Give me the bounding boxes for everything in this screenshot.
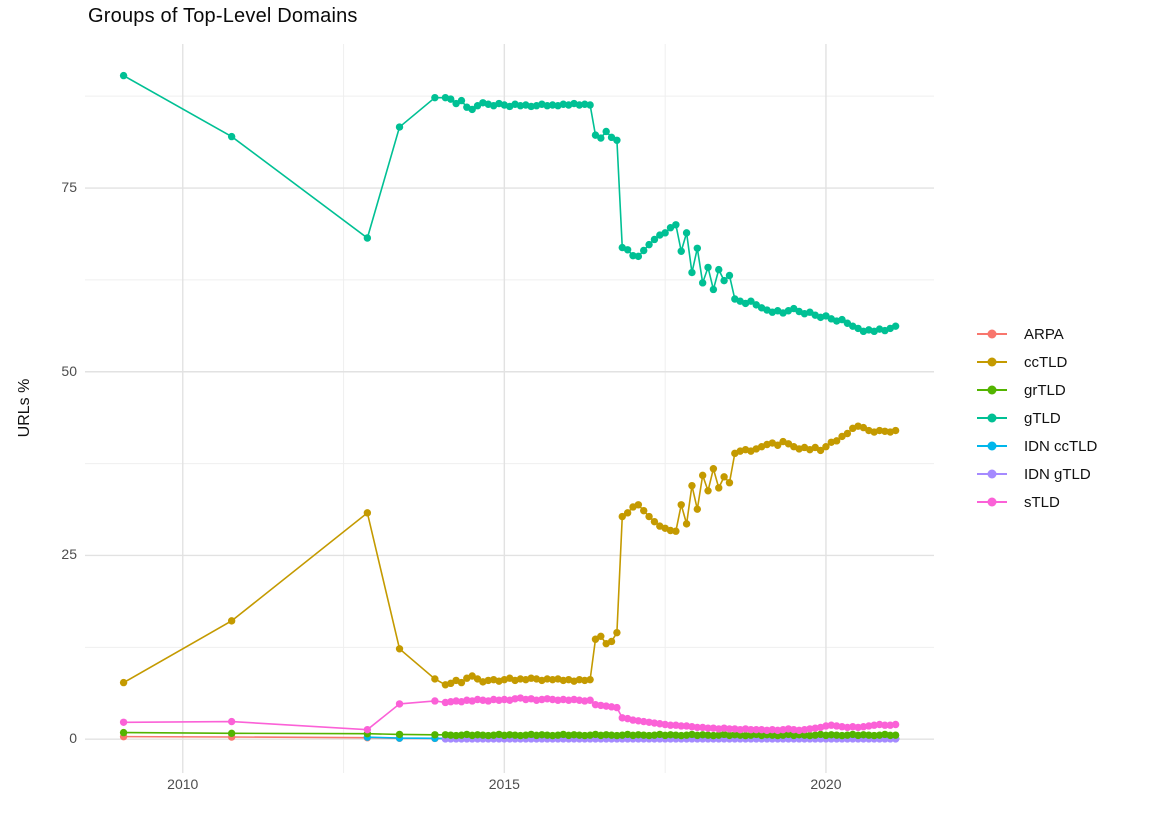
legend-key-icon	[977, 495, 1007, 509]
series-sTLD	[119, 694, 900, 735]
x-tick-label: 2020	[810, 776, 842, 792]
y-tick-label: 75	[61, 179, 77, 196]
legend-item-label: ccTLD	[1024, 353, 1068, 371]
plot-panel	[85, 44, 934, 773]
legend-item-IDN-ccTLD: IDN ccTLD	[977, 432, 1097, 460]
legend-item-IDN-gTLD: IDN gTLD	[977, 460, 1097, 488]
legend-item-label: IDN ccTLD	[1024, 437, 1098, 455]
legend-key-icon	[977, 467, 1007, 481]
legend-item-gTLD: gTLD	[977, 404, 1097, 432]
legend-key-icon	[977, 355, 1007, 369]
legend: ARPA ccTLD grTLD gTLD IDN ccTLD IDN gTLD sTLD	[977, 320, 1097, 516]
series-ccTLD	[119, 422, 900, 689]
legend-key-icon	[977, 383, 1007, 397]
legend-key-icon	[977, 327, 1007, 341]
y-tick-label: 0	[69, 730, 77, 747]
y-tick-label: 50	[61, 362, 77, 379]
legend-item-label: IDN gTLD	[1024, 465, 1091, 483]
x-tick-label: 2010	[167, 776, 199, 792]
legend-item-label: grTLD	[1024, 381, 1066, 399]
series-grTLD	[119, 728, 900, 740]
legend-item-ccTLD: ccTLD	[977, 348, 1097, 376]
legend-item-sTLD: sTLD	[977, 488, 1097, 516]
y-tick-label: 25	[61, 546, 77, 563]
legend-item-grTLD: grTLD	[977, 376, 1097, 404]
legend-item-label: sTLD	[1024, 493, 1060, 511]
legend-key-icon	[977, 439, 1007, 453]
legend-item-label: ARPA	[1024, 325, 1064, 343]
legend-key-icon	[977, 411, 1007, 425]
legend-item-ARPA: ARPA	[977, 320, 1097, 348]
y-axis-title: URLs %	[16, 378, 33, 438]
legend-item-label: gTLD	[1024, 409, 1061, 427]
x-tick-label: 2015	[488, 776, 520, 792]
series-gTLD	[119, 71, 900, 336]
chart-title: Groups of Top-Level Domains	[88, 5, 358, 27]
